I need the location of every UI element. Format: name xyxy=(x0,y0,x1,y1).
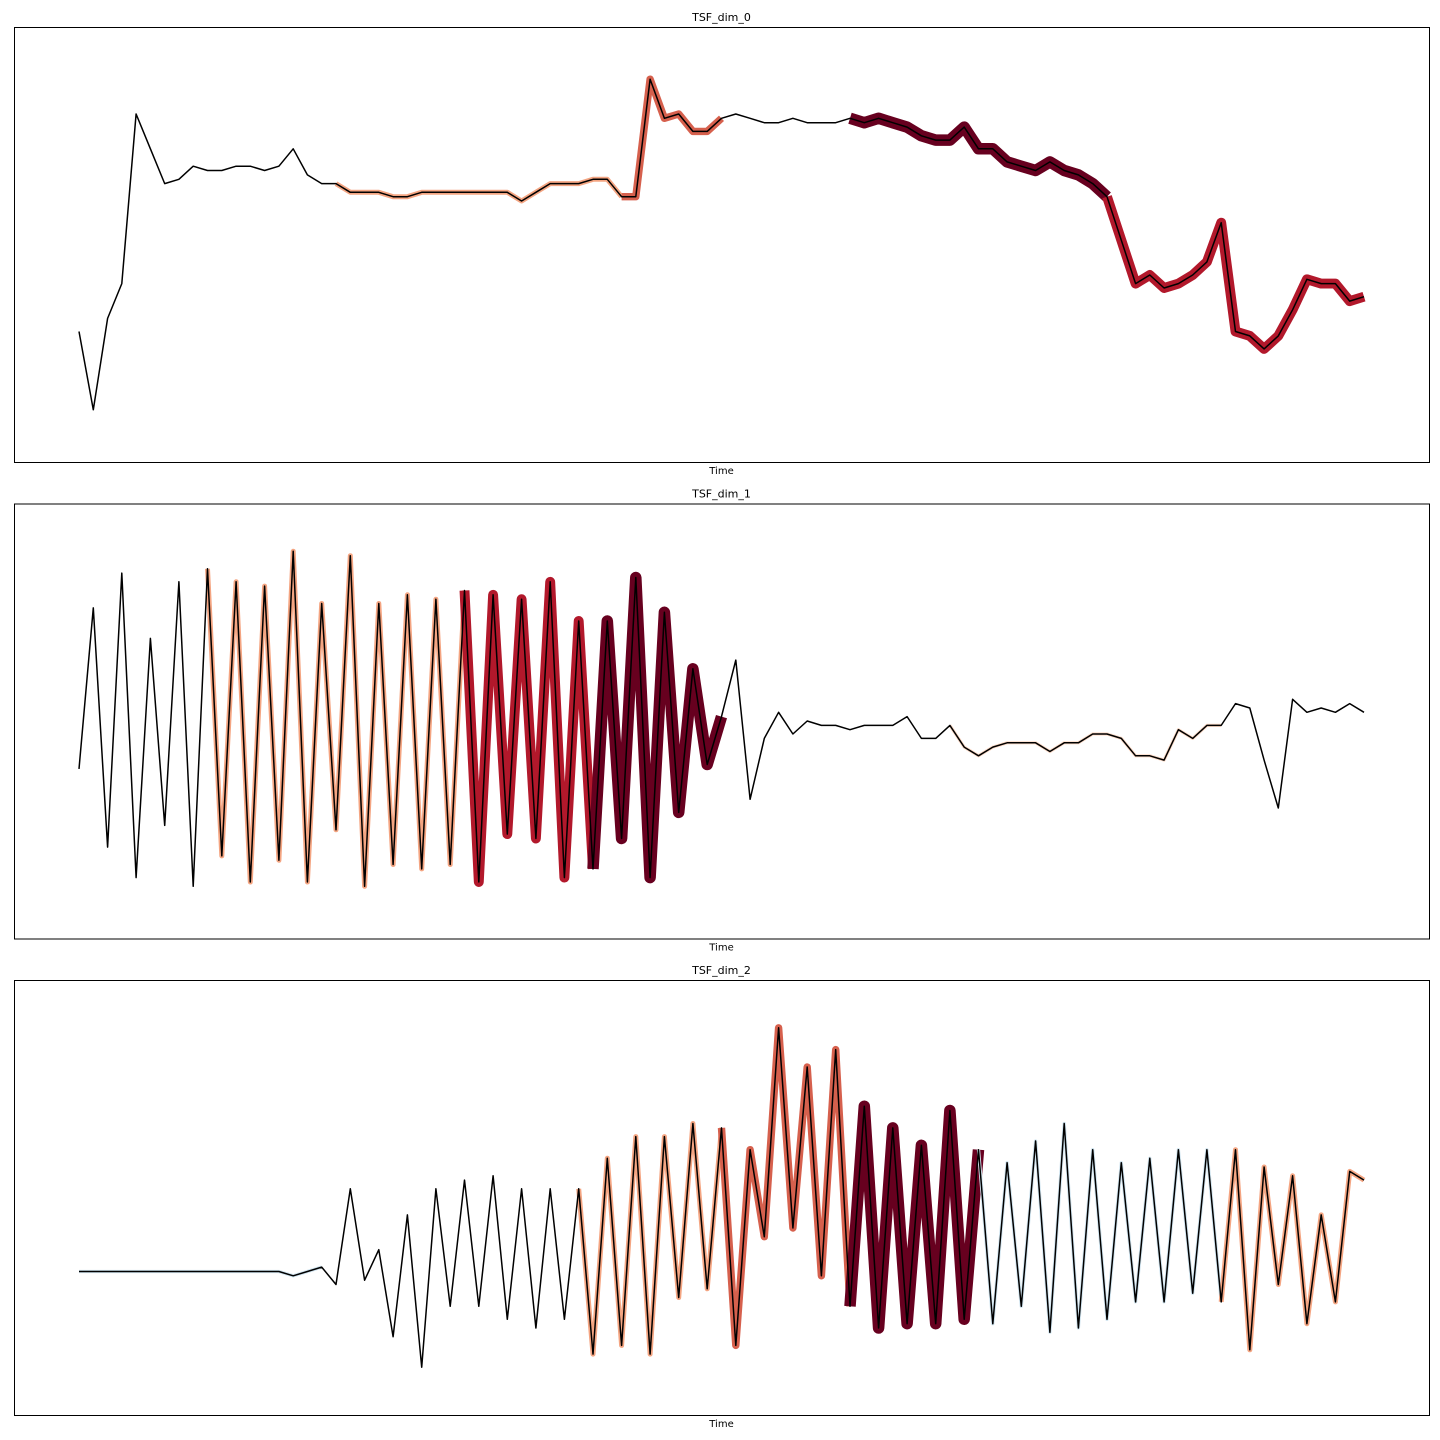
highlight-segment xyxy=(717,1024,854,1350)
x-axis-label: Time xyxy=(708,943,733,954)
chart-title: TSF_dim_2 xyxy=(691,964,751,977)
chart-title: TSF_dim_1 xyxy=(691,488,751,501)
series-line xyxy=(79,1027,1365,1368)
plot-frame xyxy=(14,27,1430,463)
plot-frame xyxy=(14,980,1430,1416)
x-axis-label: Time xyxy=(708,1419,733,1430)
chart-title: TSF_dim_0 xyxy=(691,11,751,24)
highlight-segment xyxy=(621,75,724,201)
highlight-segment xyxy=(205,548,467,889)
plot-frame xyxy=(14,503,1430,940)
highlight-segment xyxy=(459,576,598,887)
highlight-segment xyxy=(334,176,624,204)
highlight-segment xyxy=(848,112,1111,201)
series-line xyxy=(78,78,1365,411)
series-line xyxy=(78,550,1365,888)
highlight-segment xyxy=(844,1100,985,1334)
x-axis-label: Time xyxy=(708,466,733,477)
highlight-segment xyxy=(576,1121,724,1357)
